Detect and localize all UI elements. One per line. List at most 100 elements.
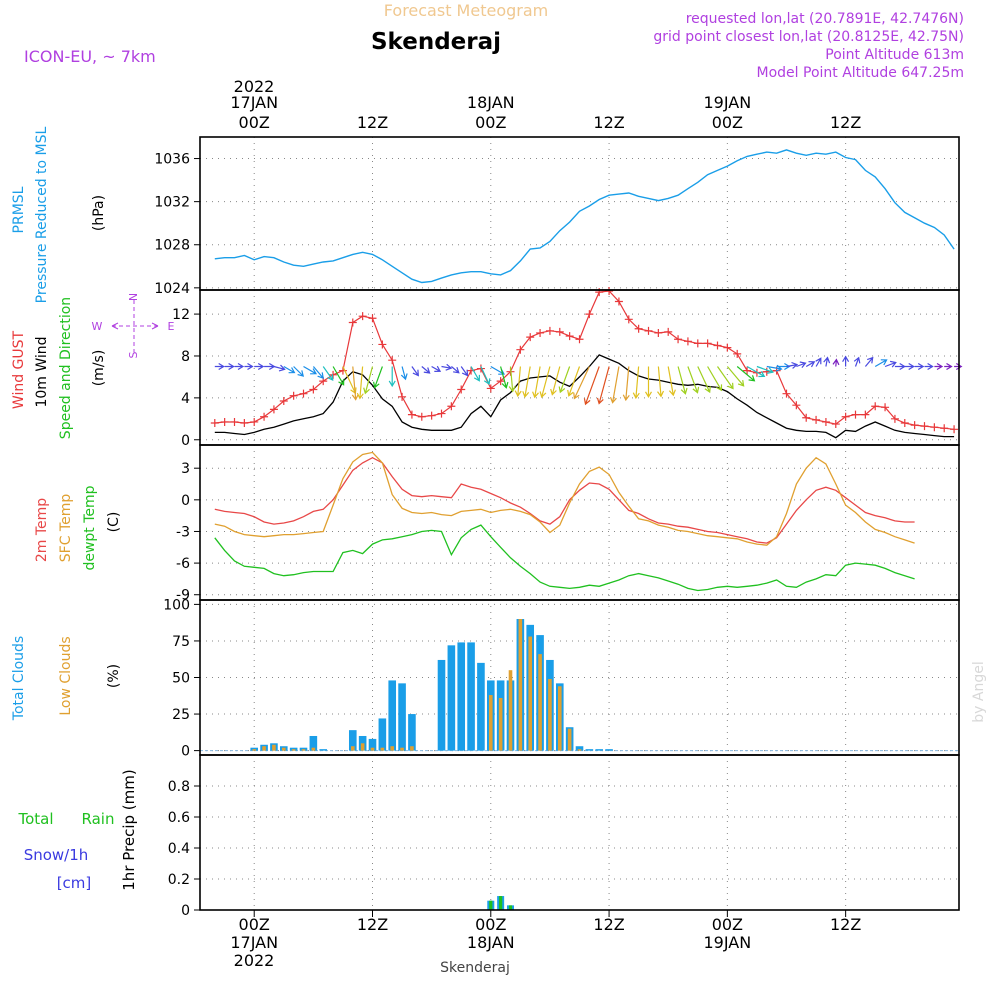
wind-arrow (687, 366, 700, 394)
model-label: ICON-EU, ~ 7km (24, 47, 156, 66)
bar-total-clouds (467, 642, 475, 751)
bar-low-clouds (538, 654, 542, 751)
bottom-time-label: 00Z (475, 915, 506, 934)
bottom-year: 2022 (234, 951, 275, 970)
wind-arrow (363, 366, 374, 395)
gust-marker (802, 413, 811, 422)
prmsl-desc-label: Pressure Reduced to MSL (34, 126, 50, 303)
gust-marker (309, 385, 318, 394)
gust-marker (348, 318, 357, 327)
wind-arrow (522, 366, 531, 398)
gust-marker (358, 312, 367, 321)
panel-wind: 0 4 8 12 (172, 287, 963, 449)
gust-marker (378, 340, 387, 349)
wind-arrow (853, 356, 861, 367)
wind-arrow (954, 362, 963, 371)
bottom-date-label: 19JAN (703, 933, 751, 952)
gust-marker (565, 332, 574, 341)
gust-marker (260, 412, 269, 421)
point-altitude: Point Altitude 613m (825, 47, 964, 63)
wind-arrow (573, 366, 590, 400)
wind-arrow (388, 366, 396, 388)
gust-marker (713, 341, 722, 350)
bar-total-clouds (437, 659, 446, 751)
panel-clouds: 0 25 50 75 100 (163, 597, 959, 760)
bar-low-clouds (528, 636, 533, 751)
gust-marker (279, 397, 288, 406)
ytick-label: 1036 (154, 152, 190, 168)
ytick-label: 1028 (154, 238, 190, 254)
gust-marker (526, 333, 535, 342)
gust-marker (585, 310, 594, 319)
gust-label: Wind GUST (11, 330, 27, 409)
gust-marker (841, 412, 850, 421)
bar-total-clouds (378, 718, 387, 751)
wind-arrow (904, 362, 915, 371)
bottom-time-label: 12Z (593, 915, 624, 934)
bar-total-clouds (319, 749, 328, 751)
bar-total-clouds (477, 662, 485, 751)
top-date-label: 17JAN (230, 93, 278, 112)
bar-total-clouds (605, 749, 613, 751)
bar-low-clouds (252, 749, 257, 751)
gust-marker (792, 401, 801, 410)
bar-low-clouds (567, 728, 572, 751)
wind-arrow (470, 366, 480, 382)
wind-arrow (303, 365, 318, 375)
gust-marker (831, 420, 840, 429)
bar-total-clouds (299, 747, 308, 751)
wind-arrow (677, 366, 688, 395)
gust-marker (871, 402, 880, 411)
bottom-time-label: 00Z (239, 915, 270, 934)
wind-arrow (667, 366, 676, 397)
series-10m-wind (214, 354, 955, 439)
series-2m-temp (214, 456, 915, 544)
top-year: 2022 (234, 77, 275, 96)
bar-low-clouds (498, 697, 503, 751)
frame-precip (199, 754, 960, 911)
wind-arrow (884, 360, 897, 368)
wind-arrow (786, 361, 799, 369)
ytick-label: 0 (181, 493, 190, 509)
gust-marker (782, 389, 791, 398)
bar-low-clouds (272, 744, 276, 751)
ytick-label: 100 (163, 597, 190, 613)
ytick-label: 4 (181, 391, 190, 407)
gust-marker (407, 410, 416, 419)
bar-low-clouds (262, 746, 266, 751)
gust-marker (881, 403, 890, 412)
gust-marker (940, 424, 949, 433)
wind-arrow (441, 363, 453, 371)
bar-low-clouds (577, 749, 582, 751)
bar-total-clouds (309, 735, 318, 751)
gust-marker (240, 419, 249, 428)
wind-arrow (480, 366, 491, 386)
wind-arrow (421, 366, 431, 374)
gust-marker (624, 315, 633, 324)
gust-marker (644, 326, 653, 335)
wind-arrow (924, 362, 934, 371)
wind-arrow (644, 366, 653, 398)
wind-arrow (805, 361, 816, 368)
top-time-label: 12Z (830, 113, 861, 132)
bar-low-clouds (548, 678, 552, 751)
wind-arrow (558, 366, 571, 394)
ytick-label: 0 (181, 744, 190, 760)
top-time-label: 12Z (593, 113, 624, 132)
wind-arrow (224, 362, 235, 371)
wind-arrow (609, 366, 620, 404)
gust-marker (861, 410, 870, 419)
requested-coords: requested lon,lat (20.7891E, 42.7476N) (686, 11, 964, 27)
gust-marker (762, 367, 771, 376)
rain-label-a: Total (17, 810, 53, 828)
snow-label-b: [cm] (57, 874, 92, 892)
bar-total-clouds (398, 683, 406, 751)
wind-arrow (431, 365, 442, 372)
ytick-label: 8 (181, 349, 190, 365)
rain-label-b: Rain (82, 810, 115, 828)
wind-arrow (214, 362, 225, 371)
bar-low-clouds (488, 695, 493, 751)
bar-total-clouds (457, 642, 466, 751)
wind-arrow (234, 362, 245, 371)
